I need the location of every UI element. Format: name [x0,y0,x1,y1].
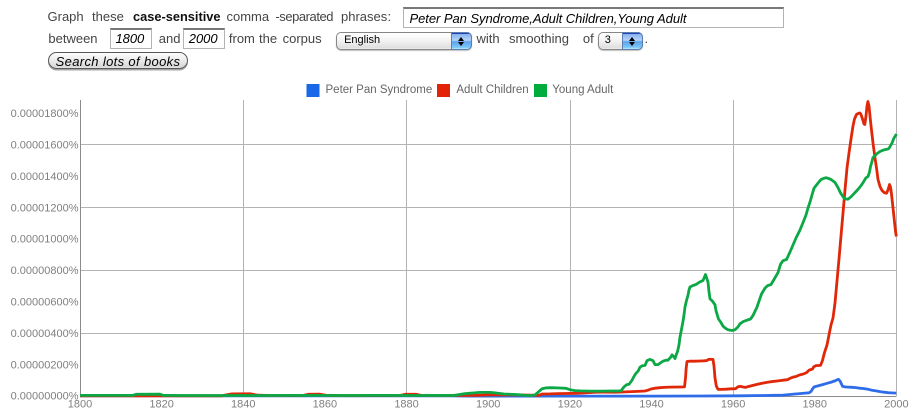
svg-text:1980: 1980 [803,399,827,411]
svg-text:0.00000000%: 0.00000000% [11,391,79,403]
svg-text:1940: 1940 [639,399,663,411]
svg-text:0.00000400%: 0.00000400% [11,328,79,340]
svg-text:1960: 1960 [721,399,745,411]
svg-text:0.00001000%: 0.00001000% [11,234,79,246]
svg-text:0.00000600%: 0.00000600% [11,297,79,309]
svg-text:0.00000200%: 0.00000200% [11,359,79,371]
svg-text:Young Adult: Young Adult [552,84,614,96]
svg-text:0.00000800%: 0.00000800% [11,265,79,277]
svg-text:Peter Pan Syndrome: Peter Pan Syndrome [326,84,433,96]
svg-text:Adult Children: Adult Children [456,84,528,96]
svg-text:0.00001600%: 0.00001600% [11,140,79,152]
svg-text:1920: 1920 [558,399,582,411]
svg-text:1860: 1860 [313,399,337,411]
svg-text:0.00001400%: 0.00001400% [11,171,79,183]
svg-text:1900: 1900 [476,399,500,411]
svg-text:2000: 2000 [884,399,908,411]
svg-text:0.00001200%: 0.00001200% [11,202,79,214]
svg-text:1800: 1800 [68,399,92,411]
svg-text:1880: 1880 [394,399,418,411]
svg-text:1820: 1820 [149,399,173,411]
svg-text:0.00001800%: 0.00001800% [11,108,79,120]
svg-text:1840: 1840 [231,399,255,411]
